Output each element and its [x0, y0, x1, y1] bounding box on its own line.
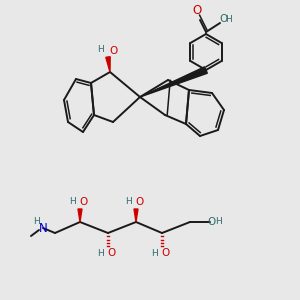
Text: H: H — [214, 217, 221, 226]
Polygon shape — [78, 209, 82, 222]
Polygon shape — [140, 67, 207, 97]
Text: H: H — [70, 197, 76, 206]
Polygon shape — [106, 57, 110, 72]
Text: O: O — [219, 14, 227, 24]
Text: O: O — [80, 197, 88, 207]
Polygon shape — [134, 209, 138, 222]
Text: O: O — [208, 217, 216, 227]
Text: H: H — [152, 248, 158, 257]
Text: N: N — [39, 221, 47, 235]
Text: H: H — [97, 46, 104, 55]
Text: O: O — [136, 197, 144, 207]
Text: H: H — [126, 197, 132, 206]
Text: O: O — [162, 248, 170, 258]
Text: O: O — [110, 46, 118, 56]
Text: H: H — [34, 217, 40, 226]
Text: H: H — [98, 248, 104, 257]
Text: O: O — [192, 4, 202, 16]
Text: O: O — [108, 248, 116, 258]
Text: H: H — [226, 14, 232, 23]
